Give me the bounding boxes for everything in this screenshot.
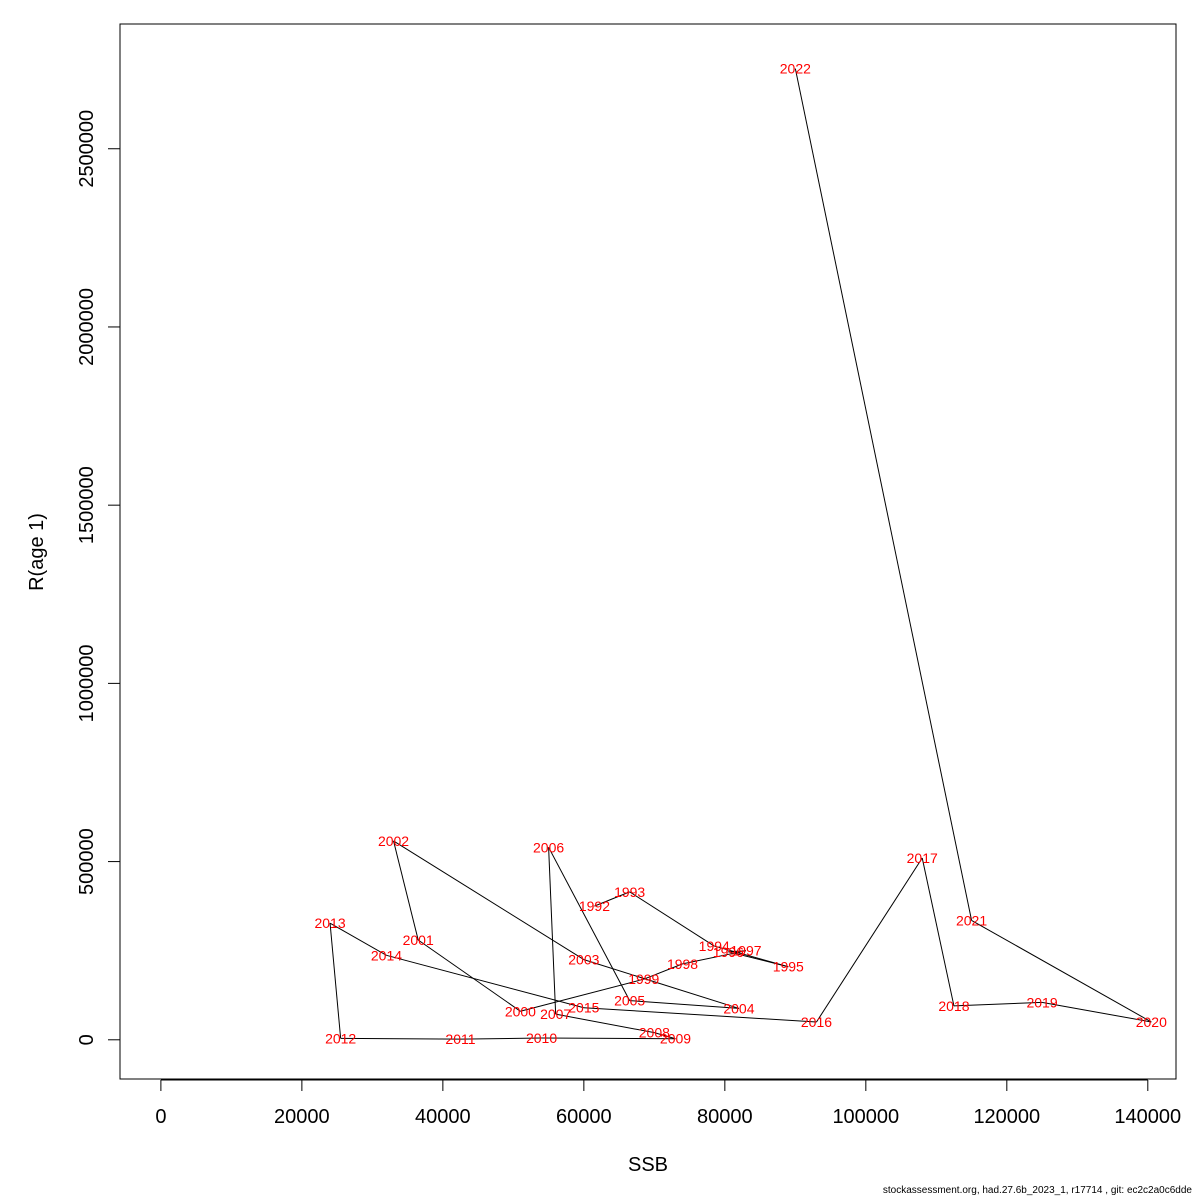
- line-segment-2003-2004: [583, 959, 740, 1009]
- plot-frame: [119, 23, 1177, 1080]
- x-tick-label: 140000: [1114, 1106, 1181, 1128]
- point-label-1997: 1997: [730, 943, 761, 959]
- x-axis: 0 20000 40000 60000 80000 100000 120000 140000: [155, 1079, 1181, 1128]
- point-label-2021: 2021: [956, 912, 987, 928]
- point-label-1995: 1995: [773, 959, 804, 975]
- y-axis: 0 500000 1000000 1500000 2000000 2500000: [76, 110, 121, 1045]
- line-segment-1997-1998: [682, 950, 747, 965]
- x-tick-label: 60000: [556, 1106, 612, 1128]
- line-segment-1999-2000: [520, 978, 644, 1012]
- line-segment-2019-2020: [1041, 1001, 1152, 1023]
- line-segment-2021-2022: [794, 68, 973, 921]
- point-label-2020: 2020: [1136, 1014, 1167, 1030]
- line-segment-2016-2017: [816, 857, 923, 1023]
- line-segment-2008-2009: [654, 1032, 676, 1040]
- line-segment-2017-2018: [921, 857, 955, 1007]
- x-tick-label: 0: [155, 1106, 166, 1128]
- line-segment-2015-2016: [583, 1007, 817, 1023]
- point-label-2003: 2003: [568, 952, 599, 968]
- line-segment-1992-1993: [594, 891, 630, 907]
- x-tick-label: 80000: [697, 1106, 753, 1128]
- series-line: [329, 68, 1152, 1040]
- line-segment-2014-2015: [386, 954, 584, 1009]
- x-tick-label: 120000: [973, 1106, 1040, 1128]
- x-tick-label: 20000: [274, 1106, 330, 1128]
- x-tick-label: 100000: [832, 1106, 899, 1128]
- line-segment-2013-2014: [329, 922, 387, 956]
- point-label-1992: 1992: [579, 898, 610, 914]
- x-tick-label: 40000: [415, 1106, 471, 1128]
- point-label-1998: 1998: [667, 956, 698, 972]
- line-segment-1993-1994: [629, 891, 715, 947]
- y-tick-label: 2000000: [76, 288, 98, 366]
- line-segment-2018-2019: [953, 1001, 1043, 1007]
- footer-note: stockassessment.org, had.27.6b_2023_1, r…: [882, 1185, 1192, 1196]
- point-labels: 1992199319941995199619971998199920002001…: [314, 61, 1167, 1048]
- line-segment-2006-2007: [548, 847, 557, 1015]
- y-tick-label: 2500000: [76, 110, 98, 188]
- line-segment-2010-2011: [460, 1037, 542, 1040]
- point-label-2001: 2001: [403, 932, 434, 948]
- point-label-2000: 2000: [505, 1003, 536, 1019]
- point-label-2004: 2004: [723, 1000, 754, 1016]
- y-tick-label: 0: [76, 1034, 98, 1045]
- point-label-2002: 2002: [378, 833, 409, 849]
- y-axis-title: R(age 1): [26, 513, 48, 591]
- point-label-2005: 2005: [614, 993, 645, 1009]
- line-segment-2004-2005: [629, 1000, 739, 1009]
- line-segment-2011-2012: [340, 1037, 461, 1040]
- point-label-2011: 2011: [445, 1031, 475, 1047]
- line-segment-1998-1999: [643, 963, 683, 980]
- point-label-2018: 2018: [938, 998, 969, 1014]
- line-segment-2000-2001: [417, 939, 521, 1012]
- point-label-2022: 2022: [780, 61, 811, 77]
- point-label-2015: 2015: [568, 1000, 599, 1016]
- line-segment-2007-2008: [555, 1013, 655, 1034]
- point-label-1994: 1994: [699, 938, 730, 954]
- line-segment-2012-2013: [329, 923, 342, 1039]
- point-label-2014: 2014: [371, 947, 402, 963]
- point-label-2009: 2009: [660, 1031, 691, 1047]
- point-label-2017: 2017: [907, 850, 938, 866]
- point-label-2008: 2008: [639, 1025, 670, 1041]
- point-label-2019: 2019: [1026, 994, 1057, 1010]
- line-segment-1995-1996: [728, 951, 789, 968]
- line-segment-2001-2002: [393, 840, 419, 941]
- point-label-1996: 1996: [713, 944, 744, 960]
- point-label-2013: 2013: [314, 915, 345, 931]
- point-label-2006: 2006: [533, 839, 564, 855]
- line-segment-2005-2006: [548, 847, 631, 1001]
- line-segment-2020-2021: [971, 919, 1152, 1023]
- y-tick-label: 500000: [76, 828, 98, 895]
- point-label-1993: 1993: [614, 884, 645, 900]
- point-label-2016: 2016: [801, 1014, 832, 1030]
- x-axis-title: SSB: [628, 1154, 668, 1176]
- line-segment-2009-2010: [541, 1037, 676, 1040]
- point-label-1999: 1999: [628, 971, 659, 987]
- point-label-2012: 2012: [325, 1030, 356, 1046]
- y-tick-label: 1000000: [76, 644, 98, 722]
- point-label-2007: 2007: [540, 1006, 571, 1022]
- y-tick-label: 1500000: [76, 466, 98, 544]
- point-label-2010: 2010: [526, 1030, 557, 1046]
